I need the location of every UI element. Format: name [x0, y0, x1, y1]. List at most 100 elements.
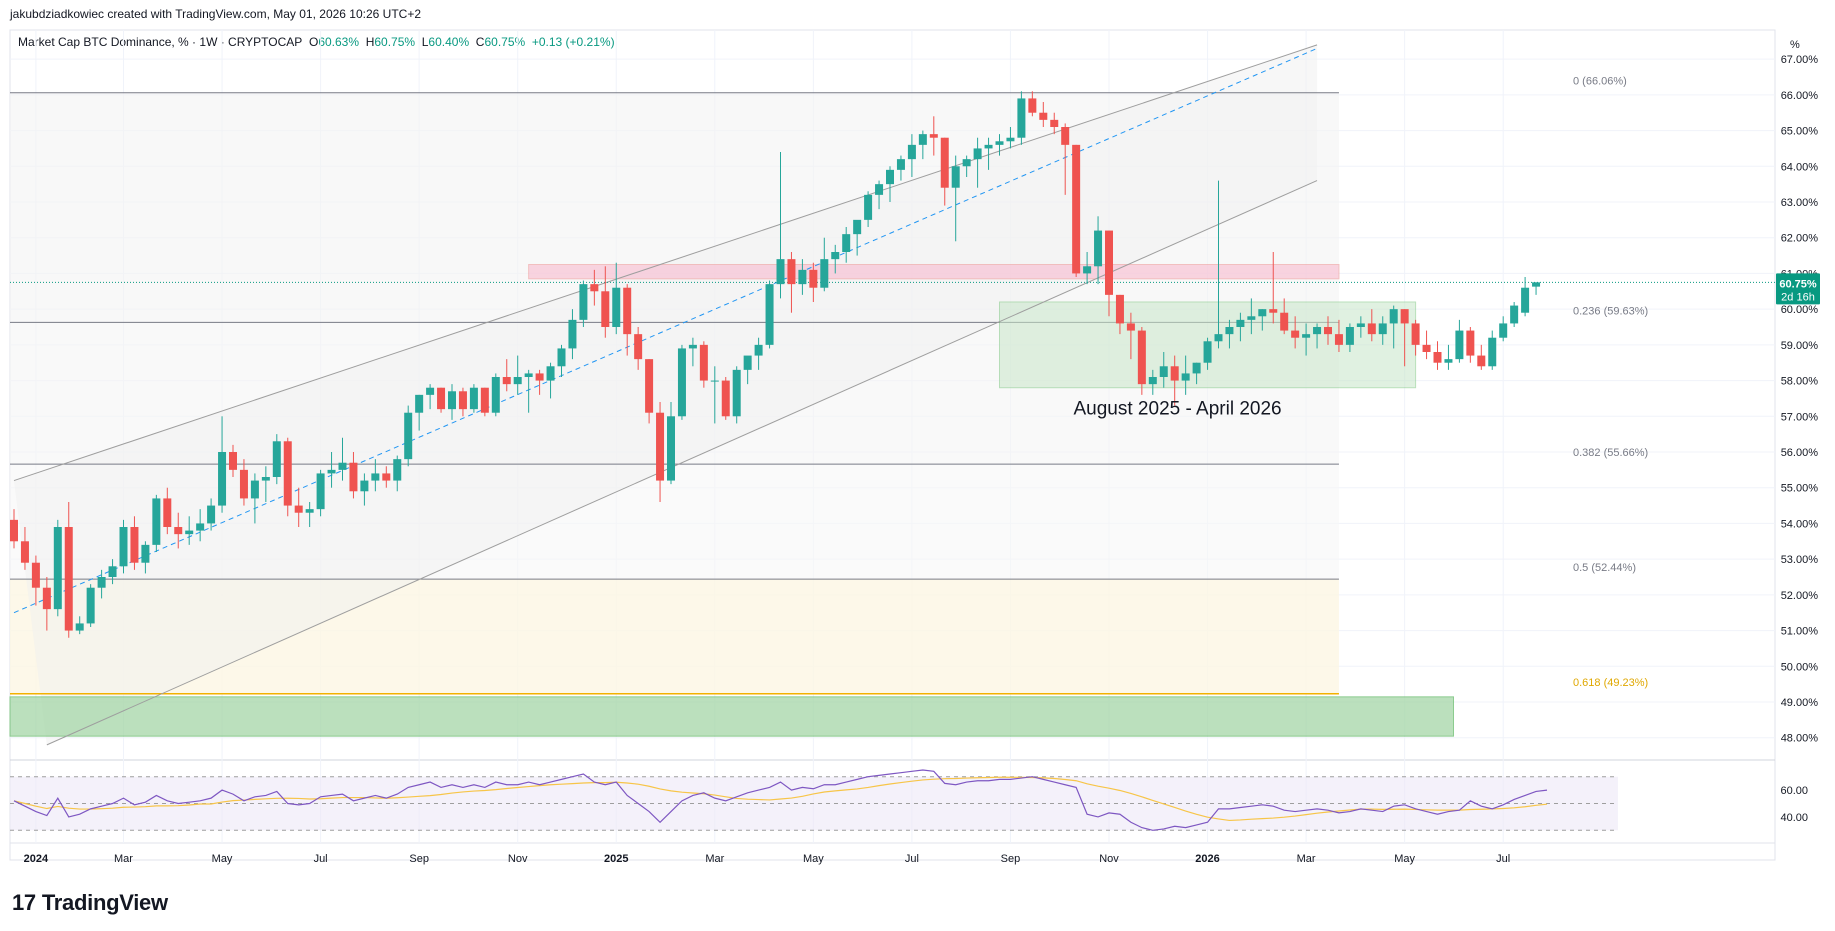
- candle-up: [261, 477, 270, 481]
- tradingview-logo[interactable]: 17 TradingView: [12, 890, 168, 916]
- price-tick-label: 64.00%: [1781, 161, 1819, 173]
- candle-down: [42, 587, 51, 610]
- candle-up: [448, 391, 456, 410]
- channel-fill: [14, 44, 1318, 745]
- candle-up: [995, 141, 1004, 145]
- resistance-zone: [528, 264, 1340, 280]
- candle-up: [743, 355, 752, 370]
- candle-up: [1083, 266, 1092, 274]
- candle-up: [1532, 282, 1541, 287]
- price-tick-label: 62.00%: [1781, 233, 1819, 245]
- last-price-badge: [1776, 273, 1820, 305]
- rsi-tick-label: 60.00: [1780, 785, 1808, 797]
- open-value: 60.63%: [318, 35, 360, 49]
- candle-up: [1389, 309, 1398, 324]
- candle-up: [842, 234, 851, 252]
- candle-up: [973, 148, 982, 160]
- candle-up: [1017, 98, 1026, 138]
- price-tick-label: 60.00%: [1781, 304, 1819, 316]
- candle-down: [1115, 294, 1124, 324]
- price-tick-label: 52.00%: [1781, 590, 1819, 602]
- symbol-name[interactable]: Market Cap BTC Dominance, % · 1W · CRYPT…: [18, 35, 303, 49]
- candle-down: [787, 259, 796, 285]
- candle-down: [1072, 144, 1081, 274]
- trend-midline: [13, 47, 1318, 614]
- candle-up: [185, 530, 194, 535]
- candle-up: [667, 416, 675, 481]
- candle-up: [1214, 334, 1223, 342]
- candle-down: [721, 380, 730, 417]
- time-tick-label: Nov: [508, 853, 528, 865]
- candle-up: [1356, 323, 1365, 327]
- candle-up: [524, 373, 533, 377]
- candle-up: [864, 194, 873, 220]
- candle-down: [1324, 327, 1332, 335]
- rsi-line: [13, 769, 1548, 831]
- annotation-label: August 2025 - April 2026: [1074, 399, 1282, 420]
- candle-up: [415, 394, 424, 413]
- time-tick-label: May: [212, 853, 233, 865]
- candle-up: [984, 144, 993, 149]
- candle-down: [1269, 309, 1278, 313]
- candle-down: [174, 527, 183, 535]
- candle-up: [820, 259, 829, 288]
- candle-up: [732, 369, 741, 417]
- time-tick-label: Mar: [114, 853, 133, 865]
- symbol-legend: Market Cap BTC Dominance, % · 1W · CRYPT…: [18, 35, 615, 49]
- fib-label-0.5: 0.5 (52.44%): [1573, 562, 1636, 574]
- candle-down: [1126, 323, 1135, 331]
- candle-up: [896, 159, 905, 170]
- candle-up: [962, 159, 971, 167]
- candle-up: [393, 459, 402, 481]
- candle-up: [75, 623, 84, 631]
- candle-up: [469, 387, 478, 410]
- price-axis-unit: %: [1790, 39, 1800, 51]
- candle-up: [1488, 337, 1497, 367]
- candle-down: [1137, 330, 1146, 385]
- candle-up: [404, 412, 413, 460]
- candle-down: [1433, 352, 1442, 363]
- candle-up: [1313, 327, 1322, 335]
- candle-up: [108, 566, 117, 577]
- candle-down: [130, 527, 139, 563]
- price-tick-label: 48.00%: [1781, 733, 1819, 745]
- price-tick-label: 65.00%: [1781, 126, 1819, 138]
- price-tick-label: 59.00%: [1781, 340, 1819, 352]
- candle-up: [305, 509, 314, 513]
- candle-up: [272, 441, 281, 477]
- time-tick-label: Sep: [409, 853, 429, 865]
- candle-up: [338, 462, 347, 470]
- price-tick-label: 55.00%: [1781, 483, 1819, 495]
- candle-down: [929, 134, 938, 138]
- candle-down: [1411, 323, 1420, 345]
- candle-down: [645, 359, 654, 413]
- candle-up: [798, 269, 807, 285]
- time-tick-label: 2026: [1195, 853, 1219, 865]
- candle-up: [491, 377, 500, 413]
- candle-down: [1028, 98, 1037, 113]
- candle-down: [239, 469, 248, 499]
- time-tick-label: Jul: [314, 853, 328, 865]
- candle-up: [316, 473, 325, 510]
- time-tick-label: May: [803, 853, 824, 865]
- candle-down: [535, 373, 544, 381]
- time-tick-label: Mar: [1297, 853, 1316, 865]
- price-tick-label: 63.00%: [1781, 197, 1819, 209]
- candle-up: [1247, 316, 1256, 320]
- candle-down: [1105, 230, 1113, 295]
- fib-label-0: 0 (66.06%): [1573, 76, 1627, 88]
- price-tick-label: 53.00%: [1781, 554, 1819, 566]
- candle-down: [623, 287, 632, 335]
- change-value: +0.13 (+0.21%): [531, 35, 615, 49]
- candle-down: [480, 387, 489, 413]
- low-value: 60.40%: [428, 35, 470, 49]
- candle-up: [568, 319, 577, 349]
- candle-down: [283, 441, 292, 506]
- candle-up: [1302, 334, 1311, 338]
- candle-down: [437, 387, 446, 410]
- candle-up: [1203, 341, 1212, 363]
- time-tick-label: Jul: [905, 853, 919, 865]
- candle-up: [53, 527, 62, 610]
- candle-up: [875, 184, 884, 195]
